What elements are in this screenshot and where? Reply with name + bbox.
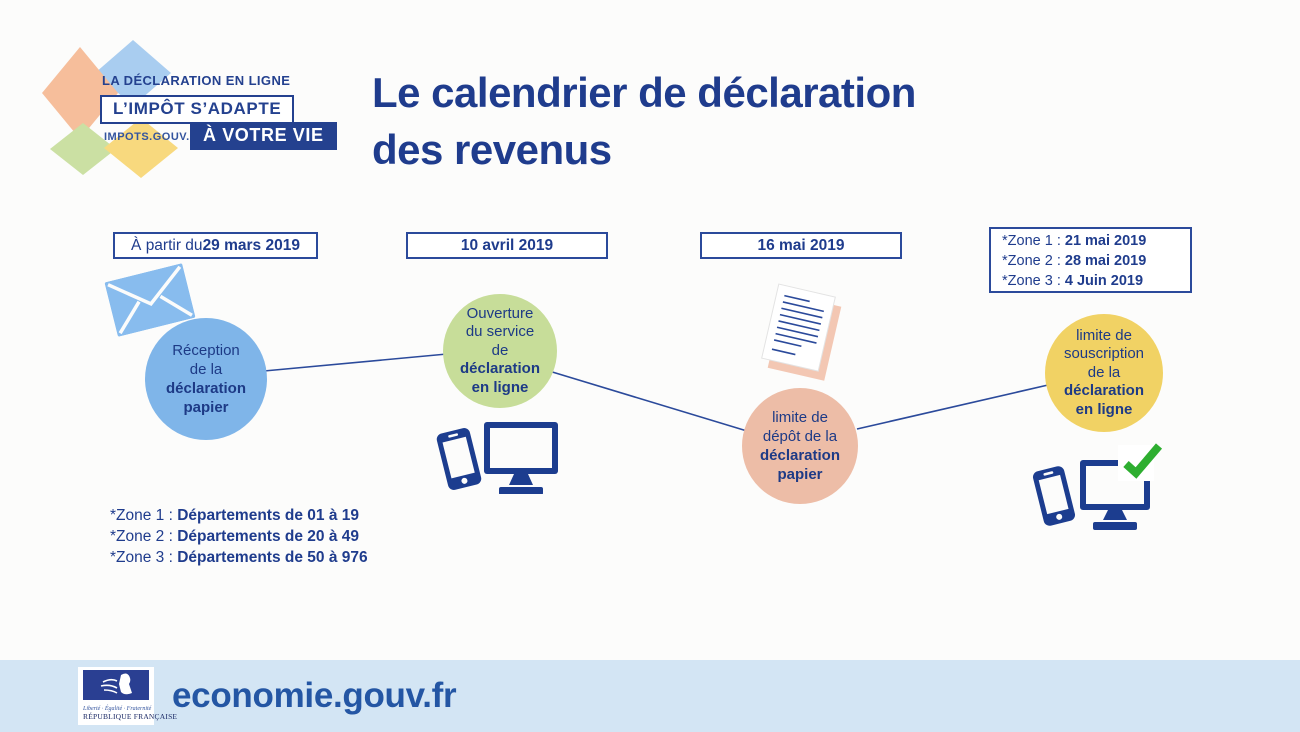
datebox-29-mars: À partir du 29 mars 2019 [113,232,318,259]
zone-label: *Zone 2 : [1002,253,1065,269]
circle-text-line: déclaration [759,447,841,464]
footnote-value: Départements de 20 à 49 [177,528,360,545]
datebox-10-avril: 10 avril 2019 [406,232,608,259]
impots-gouv-logo: LA DÉCLARATION EN LIGNE L’IMPÔT S’ADAPTE… [38,38,338,188]
datebox-prefix: À partir du [131,236,203,254]
zone-date-row: *Zone 2 : 28 mai 2019 [1002,251,1190,271]
circle-text-line: limite de [1076,326,1132,344]
milestone-circle-reception-papier: Réception de la déclaration papier [145,318,267,440]
milestone-circle-limite-souscription-ligne: limite de souscription de la déclaration… [1045,314,1163,432]
datebox-zones: *Zone 1 : 21 mai 2019 *Zone 2 : 28 mai 2… [989,227,1192,293]
logo-tagline-declaration-en-ligne: LA DÉCLARATION EN LIGNE [102,73,291,88]
republic-motto: Liberté · Égalité · Fraternité [83,706,152,712]
milestone-circle-limite-depot-papier: limite de dépôt de la déclaration papier [742,388,858,504]
milestone-circle-ouverture-service: Ouverture du service de déclaration en l… [443,294,557,408]
page-title-line1: Le calendrier de déclaration [372,69,916,116]
footnote-value: Départements de 50 à 976 [177,549,368,566]
circle-text-line: de la [189,361,223,378]
circle-text-line: déclaration [1063,382,1145,400]
marianne-icon [83,670,149,700]
green-checkmark-icon [1123,443,1163,479]
circle-text-line: souscription [1063,345,1145,363]
republic-name: RÉPUBLIQUE FRANÇAISE [83,712,178,721]
circle-text-line: du service [465,323,535,341]
logo-tagline-impot-sadapte: L’IMPÔT S’ADAPTE [100,95,295,124]
footnote-row: *Zone 2 : Départements de 20 à 49 [110,526,368,547]
datebox-16-mai: 16 mai 2019 [700,232,902,259]
footnote-row: *Zone 1 : Départements de 01 à 19 [110,505,368,526]
logo-diamonds-icon [42,40,178,178]
circle-text-line: Réception [172,342,240,359]
zone-date: 28 mai 2019 [1064,253,1147,269]
circle-text-line: dépôt de la [762,428,838,445]
circle-text-line: de [491,341,509,359]
logo-tagline-a-votre-vie: À VOTRE VIE [190,122,337,150]
footer-band: Liberté · Égalité · Fraternité RÉPUBLIQU… [0,660,1300,732]
phone-and-monitor-icon [436,422,558,494]
datebox-date: 10 avril 2019 [460,236,554,254]
circle-text-line: de la [1087,363,1121,381]
zone-footnotes: *Zone 1 : Départements de 01 à 19 *Zone … [110,505,368,568]
circle-text-line: Ouverture [466,304,534,322]
circle-text-line: déclaration [165,380,247,397]
zone-date: 4 Juin 2019 [1064,273,1144,289]
zone-date-row: *Zone 3 : 4 Juin 2019 [1002,271,1190,291]
page-title-line2: des revenus [372,126,612,173]
phone-and-monitor-checked-icon [1032,443,1163,530]
envelope-icon [104,263,196,337]
zone-date: 21 mai 2019 [1064,233,1147,249]
zone-label: *Zone 1 : [1002,233,1065,249]
circle-text-line: en ligne [471,378,529,396]
footnote-label: *Zone 2 : [110,528,178,545]
footer-site-url: economie.gouv.fr [172,676,457,715]
zone-label: *Zone 3 : [1002,273,1065,289]
circle-text-line: papier [183,399,229,416]
page-title: Le calendrier de déclaration des revenus [372,64,1152,178]
circle-text-line: limite de [772,409,828,426]
paper-document-icon [761,283,842,381]
circle-text-line: en ligne [1075,400,1133,418]
republique-francaise-logo: Liberté · Égalité · Fraternité RÉPUBLIQU… [78,667,178,725]
circle-text-line: papier [777,466,823,483]
footnote-row: *Zone 3 : Départements de 50 à 976 [110,547,368,568]
logo-site-impots-gouv: IMPOTS.GOUV.FR [104,131,206,143]
zone-date-row: *Zone 1 : 21 mai 2019 [1002,231,1190,251]
circle-text-line: déclaration [459,360,541,378]
datebox-date: 29 mars 2019 [202,236,300,254]
datebox-date: 16 mai 2019 [757,236,845,254]
footnote-label: *Zone 3 : [110,549,178,566]
footnote-value: Départements de 01 à 19 [177,507,360,524]
footnote-label: *Zone 1 : [110,507,178,524]
